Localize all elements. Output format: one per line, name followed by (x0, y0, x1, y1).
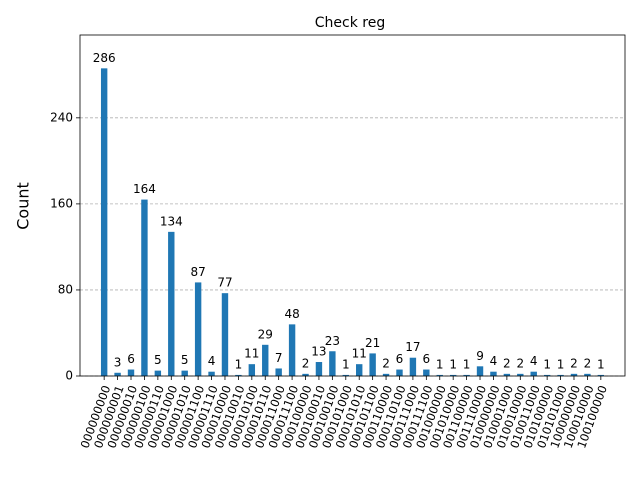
bar (369, 353, 376, 376)
bar (342, 374, 349, 376)
bar (597, 374, 605, 376)
value-label: 77 (217, 276, 232, 290)
bar (449, 374, 457, 376)
bar (423, 369, 430, 376)
bar (329, 351, 336, 376)
value-label: 1 (463, 357, 471, 371)
bar (557, 374, 564, 376)
bar (181, 370, 188, 376)
bar (208, 371, 215, 376)
bar (248, 364, 256, 376)
value-label: 6 (423, 352, 431, 366)
value-label: 1 (449, 357, 457, 371)
value-label: 1 (597, 357, 605, 371)
value-label: 29 (258, 327, 273, 341)
value-label: 21 (365, 336, 380, 350)
value-label: 164 (133, 182, 156, 196)
bar (221, 293, 229, 376)
value-label: 2 (584, 356, 592, 370)
bar (127, 369, 135, 376)
value-label: 2 (570, 356, 578, 370)
bar (141, 199, 148, 376)
bar (436, 374, 443, 376)
bar (530, 371, 537, 376)
value-label: 2 (382, 356, 390, 370)
value-label: 11 (244, 347, 259, 361)
bar (543, 374, 551, 376)
plot-frame (79, 34, 626, 377)
bar (262, 344, 269, 376)
value-label: 4 (208, 354, 216, 368)
bar (315, 362, 323, 376)
value-label: 1 (342, 357, 350, 371)
value-label: 4 (490, 354, 498, 368)
bar (288, 324, 296, 376)
bar (396, 369, 403, 376)
value-label: 3 (114, 355, 122, 369)
y-axis-label: Count (14, 182, 33, 230)
bar (463, 374, 470, 376)
y-tick-label: 240 (50, 110, 73, 124)
y-tick-label: 160 (50, 196, 73, 210)
value-label: 1 (543, 357, 551, 371)
bar (302, 373, 309, 376)
bar (275, 368, 282, 376)
value-label: 6 (127, 352, 135, 366)
bar (100, 68, 108, 377)
value-label: 134 (160, 214, 183, 228)
value-label: 1 (436, 357, 444, 371)
value-label: 1 (235, 357, 243, 371)
bar (382, 373, 390, 376)
value-label: 7 (275, 351, 283, 365)
value-label: 11 (352, 347, 367, 361)
bar (114, 372, 121, 376)
bar (490, 371, 497, 376)
value-label: 23 (325, 334, 340, 348)
bar (235, 374, 242, 376)
bar (517, 373, 524, 376)
value-label: 6 (396, 352, 404, 366)
value-label: 2 (503, 356, 511, 370)
bar (570, 373, 578, 376)
bar (194, 282, 202, 376)
chart-title: Check reg (315, 15, 385, 31)
value-label: 9 (476, 349, 484, 363)
value-label: 87 (190, 265, 205, 279)
bar (168, 231, 175, 376)
bar (154, 370, 162, 376)
bar (503, 373, 511, 376)
y-tick-label: 80 (58, 282, 73, 296)
y-tick-label: 0 (65, 369, 73, 383)
value-label: 286 (93, 51, 116, 65)
value-label: 13 (311, 345, 326, 359)
bar (356, 364, 363, 376)
value-label: 1 (557, 357, 565, 371)
value-label: 48 (284, 307, 299, 321)
value-label: 4 (530, 354, 538, 368)
value-label: 2 (516, 356, 524, 370)
bar (409, 357, 417, 376)
value-label: 5 (154, 353, 162, 367)
value-label: 5 (181, 353, 189, 367)
value-label: 17 (405, 340, 420, 354)
bar (584, 373, 591, 376)
bar (476, 366, 484, 376)
value-label: 2 (302, 356, 310, 370)
